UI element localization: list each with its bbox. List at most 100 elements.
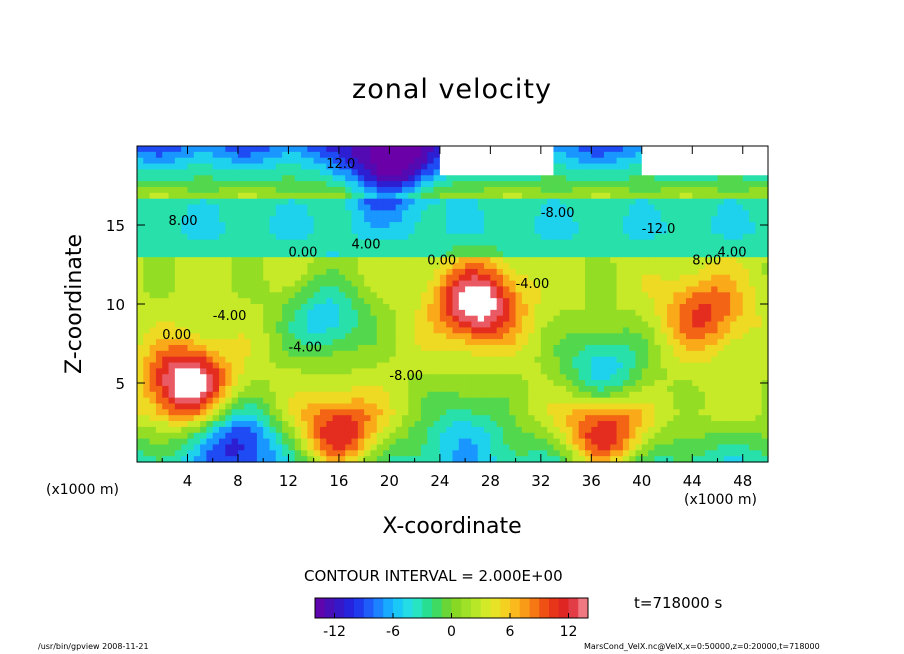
heatmap-cell bbox=[471, 198, 479, 206]
heatmap-cell bbox=[174, 157, 182, 165]
heatmap-cell bbox=[641, 186, 649, 194]
heatmap-cell bbox=[250, 344, 258, 352]
heatmap-cell bbox=[427, 444, 435, 451]
heatmap-cell bbox=[162, 409, 170, 416]
heatmap-cell bbox=[143, 163, 151, 171]
heatmap-cell bbox=[193, 304, 201, 311]
heatmap-cell bbox=[408, 251, 416, 258]
heatmap-cell bbox=[704, 339, 712, 346]
heatmap-cell bbox=[357, 146, 365, 153]
heatmap-cell bbox=[408, 339, 416, 346]
heatmap-cell bbox=[193, 292, 201, 299]
heatmap-cell bbox=[219, 368, 226, 375]
heatmap-cell bbox=[263, 151, 271, 159]
heatmap-cell bbox=[225, 216, 233, 223]
heatmap-cell bbox=[149, 292, 157, 299]
heatmap-cell bbox=[408, 257, 416, 264]
heatmap-cell bbox=[244, 274, 252, 282]
heatmap-cell bbox=[345, 356, 353, 364]
heatmap-cell bbox=[458, 321, 466, 329]
heatmap-cell bbox=[389, 344, 397, 352]
heatmap-cell bbox=[225, 321, 233, 329]
heatmap-cell bbox=[635, 222, 643, 229]
heatmap-cell bbox=[660, 157, 668, 165]
heatmap-cell bbox=[187, 157, 195, 165]
heatmap-cell bbox=[534, 216, 542, 223]
heatmap-cell bbox=[572, 409, 580, 416]
heatmap-cell bbox=[534, 321, 542, 329]
heatmap-cell bbox=[654, 380, 662, 387]
heatmap-cell bbox=[629, 432, 637, 440]
heatmap-cell bbox=[698, 397, 706, 405]
heatmap-cell bbox=[301, 298, 308, 305]
heatmap-cell bbox=[559, 374, 567, 381]
heatmap-cell bbox=[174, 385, 182, 393]
heatmap-cell bbox=[275, 222, 283, 229]
heatmap-cell bbox=[484, 181, 491, 188]
heatmap-cell bbox=[427, 298, 435, 305]
heatmap-cell bbox=[547, 362, 555, 369]
heatmap-cell bbox=[648, 257, 656, 264]
heatmap-cell bbox=[692, 380, 700, 387]
heatmap-cell bbox=[193, 239, 201, 247]
heatmap-cell bbox=[313, 163, 321, 171]
heatmap-cell bbox=[256, 444, 264, 451]
heatmap-cell bbox=[408, 222, 416, 229]
heatmap-cell bbox=[465, 438, 473, 446]
heatmap-cell bbox=[187, 227, 195, 235]
heatmap-cell bbox=[578, 280, 586, 288]
heatmap-cell bbox=[667, 415, 674, 422]
heatmap-cell bbox=[181, 175, 189, 182]
heatmap-cell bbox=[566, 157, 573, 165]
heatmap-cell bbox=[629, 327, 637, 334]
heatmap-cell bbox=[446, 245, 454, 252]
heatmap-cell bbox=[465, 245, 473, 252]
heatmap-cell bbox=[648, 438, 656, 446]
heatmap-cell bbox=[143, 315, 151, 323]
heatmap-cell bbox=[174, 315, 182, 323]
heatmap-cell bbox=[383, 239, 390, 247]
heatmap-cell bbox=[389, 368, 397, 375]
heatmap-cell bbox=[269, 432, 277, 440]
heatmap-cell bbox=[698, 432, 706, 440]
heatmap-cell bbox=[326, 327, 334, 334]
heatmap-cell bbox=[484, 251, 491, 258]
heatmap-cell bbox=[711, 309, 719, 317]
heatmap-cell bbox=[433, 339, 441, 346]
heatmap-cell bbox=[477, 163, 485, 171]
heatmap-cell bbox=[452, 163, 460, 171]
heatmap-cell bbox=[597, 298, 605, 305]
heatmap-cell bbox=[578, 374, 586, 381]
heatmap-cell bbox=[458, 251, 466, 258]
heatmap-cell bbox=[414, 268, 422, 276]
heatmap-cell bbox=[162, 380, 170, 387]
heatmap-cell bbox=[389, 263, 397, 270]
heatmap-cell bbox=[528, 210, 536, 217]
heatmap-cell bbox=[231, 339, 239, 346]
heatmap-cell bbox=[219, 216, 226, 223]
heatmap-cell bbox=[187, 175, 195, 182]
heatmap-cell bbox=[534, 374, 542, 381]
heatmap-cell bbox=[521, 391, 529, 399]
heatmap-cell bbox=[465, 292, 473, 299]
heatmap-cell bbox=[641, 157, 649, 165]
heatmap-cell bbox=[345, 192, 353, 200]
heatmap-cell bbox=[465, 374, 473, 381]
heatmap-cell bbox=[490, 268, 498, 276]
heatmap-cell bbox=[244, 309, 252, 317]
heatmap-cell bbox=[660, 151, 668, 159]
heatmap-cell bbox=[282, 397, 290, 405]
heatmap-cell bbox=[250, 456, 258, 463]
heatmap-cell bbox=[452, 368, 460, 375]
heatmap-cell bbox=[540, 304, 548, 311]
heatmap-cell bbox=[338, 175, 346, 182]
heatmap-cell bbox=[187, 385, 195, 393]
heatmap-cell bbox=[616, 444, 624, 451]
heatmap-cell bbox=[452, 227, 460, 235]
heatmap-cell bbox=[389, 280, 397, 288]
heatmap-cell bbox=[326, 403, 334, 410]
heatmap-cell bbox=[269, 362, 277, 369]
heatmap-cell bbox=[572, 356, 580, 364]
heatmap-cell bbox=[364, 456, 372, 463]
heatmap-cell bbox=[332, 163, 340, 171]
